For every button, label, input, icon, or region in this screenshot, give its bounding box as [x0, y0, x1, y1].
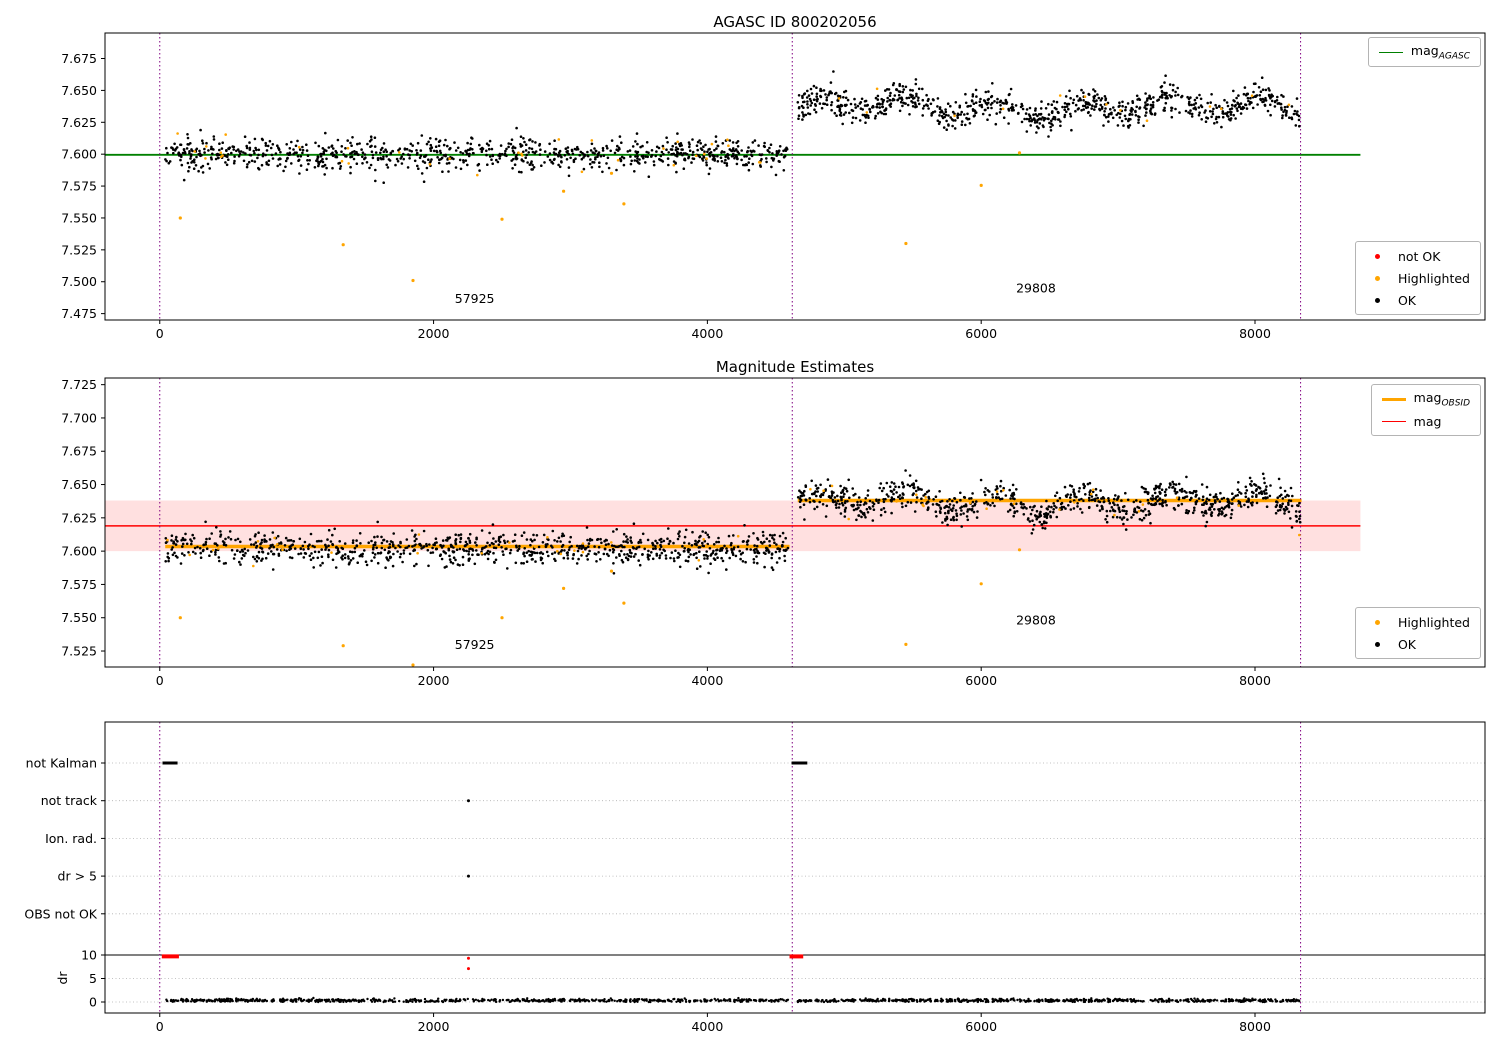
y-tick-label: 7.550	[61, 610, 97, 625]
x-tick-label: 4000	[691, 673, 723, 688]
legend-entry: magAGASC	[1378, 42, 1470, 62]
legend-entry: not OK	[1366, 247, 1470, 265]
dr-not-ok-mark	[466, 967, 470, 971]
dr-scatter-ok	[165, 996, 1301, 1004]
legend-label: OK	[1397, 636, 1416, 652]
legend-point-status-2: Highlighted OK	[1354, 607, 1481, 659]
legend-entry: OK	[1366, 635, 1470, 653]
obsid-annotation: 29808	[1016, 281, 1056, 296]
y-tick-label: 7.625	[61, 510, 97, 525]
x-tick-label: 0	[156, 1019, 164, 1034]
legend-label: Highlighted	[1397, 270, 1470, 286]
x-tick-label: 4000	[691, 326, 723, 341]
axes-frame	[104, 32, 1486, 321]
scatter-highlighted	[176, 87, 1291, 283]
flag-row-label: not Kalman	[26, 756, 97, 771]
x-tick-label: 6000	[965, 673, 997, 688]
legend-entry: OK	[1366, 291, 1470, 309]
legend-label: Highlighted	[1397, 614, 1470, 630]
highlighted-dot-swatch	[1375, 275, 1381, 281]
flag-row-label: OBS not OK	[24, 906, 97, 921]
axes-frame	[104, 377, 1486, 668]
flag-row-label: not track	[41, 793, 98, 808]
panel-3: not Kalman not track Ion. rad. dr > 5 OBS no…	[24, 721, 1486, 1034]
legend-mag-agasc: magAGASC	[1367, 37, 1481, 67]
y-tick-label: 7.675	[61, 51, 97, 66]
y-tick-label: 7.675	[61, 444, 97, 459]
y-tick-label: 7.600	[61, 544, 97, 559]
y-tick-label: 7.500	[61, 274, 97, 289]
legend-entry: Highlighted	[1366, 269, 1470, 287]
y-tick-label: 7.650	[61, 83, 97, 98]
flag-row-label: Ion. rad.	[45, 831, 97, 846]
flag-mark	[466, 799, 470, 803]
obsid-annotation: 29808	[1016, 612, 1056, 627]
mag-line-swatch	[1381, 420, 1406, 422]
panel-2: 57925 29808 7.525 7.550 7.575 7.600 7.625 7.650…	[61, 377, 1486, 688]
x-tick-label: 2000	[418, 1019, 450, 1034]
dr-tick-label: 10	[81, 948, 97, 963]
y-tick-label: 7.700	[61, 410, 97, 425]
dr-not-ok-mark	[466, 956, 470, 960]
mag-agasc-line-swatch	[1378, 51, 1403, 53]
legend-entry: Highlighted	[1366, 613, 1470, 631]
legend-label: OK	[1397, 292, 1416, 308]
y-tick-label: 7.575	[61, 179, 97, 194]
panel-1: 57925 29808 7.475 7.500 7.525 7.550 7.575 7.600…	[61, 32, 1486, 341]
y-tick-label: 7.550	[61, 210, 97, 225]
y-tick-label: 7.475	[61, 306, 97, 321]
x-tick-label: 8000	[1239, 673, 1271, 688]
legend-entry: magOBSID	[1381, 389, 1470, 409]
scatter-ok	[164, 70, 1301, 184]
legend-point-status-1: not OK Highlighted OK	[1354, 241, 1481, 315]
axes-frame	[104, 721, 1486, 1014]
legend-label: magAGASC	[1410, 42, 1470, 62]
y-tick-label: 7.525	[61, 644, 97, 659]
y-tick-label: 7.725	[61, 377, 97, 392]
x-tick-label: 2000	[418, 326, 450, 341]
highlighted-dot-swatch	[1375, 619, 1381, 625]
legend-label: not OK	[1397, 248, 1441, 264]
flag-marks	[162, 761, 808, 878]
x-tick-label: 2000	[418, 673, 450, 688]
y-tick-label: 7.600	[61, 147, 97, 162]
x-tick-label: 8000	[1239, 326, 1271, 341]
ok-dot-swatch	[1375, 641, 1381, 647]
ok-dot-swatch	[1375, 297, 1381, 303]
dr-axis-label: dr	[55, 971, 70, 985]
flag-row-label: dr > 5	[58, 869, 97, 884]
not-ok-dot-swatch	[1375, 253, 1381, 259]
y-tick-label: 7.650	[61, 477, 97, 492]
legend-entry: mag	[1381, 412, 1470, 430]
x-tick-label: 8000	[1239, 1019, 1271, 1034]
legend-label: mag	[1413, 413, 1442, 429]
x-tick-label: 6000	[965, 326, 997, 341]
y-tick-label: 7.525	[61, 242, 97, 257]
mag-obsid-line-swatch	[1381, 397, 1406, 401]
x-tick-label: 4000	[691, 1019, 723, 1034]
legend-mag-lines: magOBSID mag	[1370, 384, 1481, 436]
scatter-highlighted	[166, 484, 1301, 667]
obsid-annotation: 57925	[455, 637, 495, 652]
x-tick-label: 0	[156, 673, 164, 688]
x-tick-label: 6000	[965, 1019, 997, 1034]
scatter-ok	[164, 469, 1302, 575]
obsid-annotation: 57925	[455, 291, 495, 306]
panel1-title: AGASC ID 800202056	[713, 13, 877, 31]
flag-mark	[466, 874, 470, 878]
dr-not-ok-marks	[161, 954, 804, 971]
legend-label: magOBSID	[1413, 389, 1470, 409]
x-tick-label: 0	[156, 326, 164, 341]
y-tick-label: 7.575	[61, 577, 97, 592]
dr-tick-label: 5	[89, 971, 97, 986]
dr-tick-label: 0	[89, 995, 97, 1010]
panel2-title: Magnitude Estimates	[715, 358, 875, 376]
y-tick-label: 7.625	[61, 115, 97, 130]
